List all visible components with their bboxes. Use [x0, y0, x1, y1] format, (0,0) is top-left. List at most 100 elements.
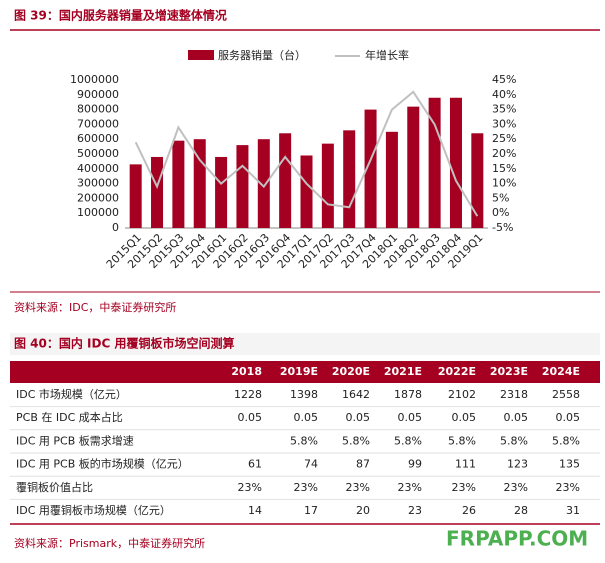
legend-label: 年增长率 [365, 48, 409, 62]
table-cell: 1228 [234, 388, 262, 401]
y-tick-label: 400000 [77, 162, 119, 175]
bar [364, 109, 377, 228]
y2-tick-label: 5% [492, 191, 509, 204]
row-label: 覆铜板价值占比 [16, 480, 93, 494]
table-cell: 2102 [448, 388, 476, 401]
watermark: FRPAPP.COM [446, 527, 588, 551]
table-cell: 2558 [552, 388, 580, 401]
table-cell: 0.05 [556, 411, 581, 424]
table-cell: 5.8% [394, 434, 422, 447]
table-cell: 0.05 [294, 411, 319, 424]
y-tick-label: 200000 [77, 191, 119, 204]
table-cell: 5.8% [342, 434, 370, 447]
table-cell: 14 [248, 504, 262, 517]
y2-tick-label: 25% [492, 132, 516, 145]
bar [449, 97, 462, 228]
table-cell: 28 [514, 504, 528, 517]
table-cell: 135 [559, 458, 580, 471]
legend-label: 服务器销量（台） [218, 48, 306, 62]
table-cell: 23% [556, 481, 580, 494]
table-header: 2020E [332, 365, 370, 378]
row-label: IDC 用 PCB 板需求增速 [16, 433, 134, 447]
table-cell: 87 [356, 458, 370, 471]
table-header: 2018 [231, 365, 262, 378]
table-cell: 0.05 [238, 411, 263, 424]
table-cell: 74 [304, 458, 318, 471]
table-cell: 17 [304, 504, 318, 517]
table-cell: 1642 [342, 388, 370, 401]
bar [172, 140, 185, 228]
bar [343, 130, 356, 228]
table-header: 2019E [280, 365, 318, 378]
y-tick-label: 1000000 [70, 73, 119, 86]
y2-tick-label: 35% [492, 103, 516, 116]
y2-tick-label: 15% [492, 162, 516, 175]
bar [193, 139, 206, 228]
table-cell: 5.8% [290, 434, 318, 447]
table-cell: 1398 [290, 388, 318, 401]
table-cell: 5.8% [552, 434, 580, 447]
chart-title: 图 39：国内服务器销量及增速整体情况 [14, 8, 227, 23]
table-header-bg [10, 361, 600, 383]
table-header: 2024E [542, 365, 580, 378]
table-cell: 2318 [500, 388, 528, 401]
table-cell: 99 [408, 458, 422, 471]
bar [151, 156, 164, 228]
bar [385, 131, 398, 228]
y-tick-label: 500000 [77, 147, 119, 160]
y2-tick-label: 40% [492, 88, 516, 101]
bar [471, 133, 484, 228]
table-cell: 0.05 [452, 411, 477, 424]
table-cell: 23% [346, 481, 370, 494]
y2-tick-label: -5% [492, 221, 513, 234]
row-label: PCB 在 IDC 成本占比 [16, 410, 123, 424]
source: 资料来源：Prismark，中泰证券研究所 [14, 536, 205, 550]
table-title-bg [10, 333, 600, 355]
table-cell: 26 [462, 504, 476, 517]
y-tick-label: 900000 [77, 88, 119, 101]
y2-tick-label: 0% [492, 206, 509, 219]
table-cell: 61 [248, 458, 262, 471]
bar [300, 155, 313, 228]
y2-tick-label: 45% [492, 73, 516, 86]
table-cell: 0.05 [398, 411, 423, 424]
source: 资料来源：IDC，中泰证券研究所 [14, 300, 176, 314]
y-tick-label: 0 [112, 221, 119, 234]
table-cell: 23 [408, 504, 422, 517]
table-cell: 23% [398, 481, 422, 494]
y2-tick-label: 10% [492, 177, 516, 190]
table-cell: 123 [507, 458, 528, 471]
table-cell: 23% [238, 481, 262, 494]
table-cell: 0.05 [346, 411, 371, 424]
bar [321, 143, 334, 228]
table-cell: 31 [566, 504, 580, 517]
y2-tick-label: 20% [492, 147, 516, 160]
y-tick-label: 100000 [77, 206, 119, 219]
row-label: IDC 用覆铜板市场规模（亿元） [16, 503, 171, 517]
row-label: IDC 用 PCB 板的市场规模（亿元） [16, 457, 189, 471]
table-title: 图 40：国内 IDC 用覆铜板市场空间测算 [14, 336, 234, 351]
table-cell: 23% [294, 481, 318, 494]
table-cell: 23% [452, 481, 476, 494]
bar [257, 139, 270, 228]
y-tick-label: 600000 [77, 132, 119, 145]
bar [129, 164, 142, 228]
y-tick-label: 300000 [77, 177, 119, 190]
bar [236, 145, 249, 228]
table-header: 2023E [490, 365, 528, 378]
bar [407, 106, 420, 228]
table-cell: 5.8% [448, 434, 476, 447]
table-cell: 20 [356, 504, 370, 517]
table-cell: 23% [504, 481, 528, 494]
row-label: IDC 市场规模（亿元） [16, 387, 127, 401]
y-tick-label: 800000 [77, 103, 119, 116]
table-header: 2021E [384, 365, 422, 378]
table-cell: 111 [455, 458, 476, 471]
y-tick-label: 700000 [77, 117, 119, 130]
table-cell: 1878 [394, 388, 422, 401]
line [134, 90, 479, 217]
table-header: 2022E [438, 365, 476, 378]
legend-swatch [188, 50, 214, 60]
y2-tick-label: 30% [492, 117, 516, 130]
